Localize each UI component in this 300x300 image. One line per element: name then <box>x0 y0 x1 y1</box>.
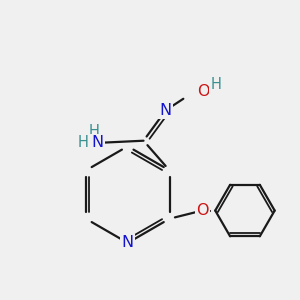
Text: N: N <box>122 236 134 250</box>
Text: O: O <box>197 84 209 99</box>
Text: H: H <box>210 77 221 92</box>
Text: N: N <box>160 103 172 118</box>
Text: H: H <box>89 124 100 139</box>
Text: H: H <box>78 135 89 150</box>
Text: O: O <box>196 203 208 218</box>
Text: N: N <box>92 135 104 150</box>
